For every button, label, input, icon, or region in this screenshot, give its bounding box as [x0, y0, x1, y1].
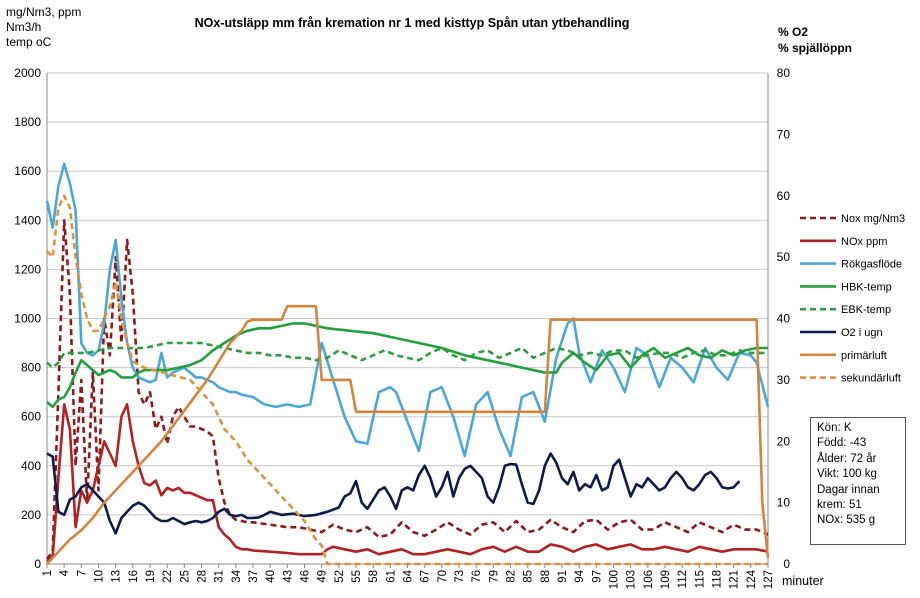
- y-left-title: temp oC: [6, 35, 52, 49]
- series-line: [45, 219, 769, 560]
- legend-entry: Rökgasflöde: [841, 259, 902, 271]
- x-tick-label: 64: [403, 569, 415, 582]
- x-tick-label: 61: [385, 570, 397, 583]
- x-tick-label: 1: [42, 570, 54, 576]
- x-tick-label: 7: [76, 570, 88, 576]
- y-left-title: mg/Nm3, ppm: [6, 5, 81, 19]
- x-tick-label: 85: [523, 570, 535, 583]
- y-right-tick-label: 50: [777, 250, 791, 264]
- y-right-tick-label: 10: [777, 496, 791, 510]
- y-left-tick-label: 1600: [14, 164, 41, 178]
- x-tick-label: 97: [591, 570, 603, 583]
- legend-entry: HBK-temp: [841, 281, 892, 293]
- legend-entry: sekundärluft: [841, 373, 901, 385]
- info-box-line: NOx: 535 g: [817, 514, 876, 527]
- info-box-line: krem: 51: [817, 499, 862, 512]
- info-box-line: Född: -43: [817, 437, 867, 450]
- x-tick-label: 79: [488, 570, 500, 583]
- y-left-tick-label: 1400: [14, 213, 41, 227]
- x-tick-label: 94: [574, 569, 586, 582]
- x-tick-label: 34: [231, 569, 243, 582]
- legend-entry: NOx ppm: [841, 236, 887, 248]
- series-line: [46, 194, 768, 566]
- series-line: [45, 162, 770, 458]
- y-left-tick-label: 200: [21, 508, 41, 522]
- y-right-tick-label: 60: [777, 189, 791, 203]
- y-right-tick-label: 70: [777, 127, 791, 141]
- series-line: [46, 322, 768, 409]
- x-tick-label: 28: [197, 570, 209, 583]
- x-tick-label: 46: [300, 570, 312, 583]
- y-left-tick-label: 1200: [14, 262, 41, 276]
- x-tick-label: 88: [540, 570, 552, 583]
- chart-title: NOx-utsläpp mm från kremation nr 1 med k…: [195, 16, 630, 30]
- series-line: [46, 304, 770, 565]
- x-tick-label: 76: [471, 570, 483, 583]
- x-tick-label: 106: [643, 570, 655, 589]
- series-line: [46, 452, 741, 535]
- x-tick-label: 118: [712, 570, 724, 588]
- x-tick-label: 37: [248, 570, 260, 583]
- x-tick-label: 58: [368, 570, 380, 583]
- y-left-tick-label: 2000: [14, 66, 41, 80]
- x-tick-label: 82: [506, 570, 518, 583]
- x-tick-label: 16: [128, 570, 140, 583]
- info-box-line: Dagar innan: [817, 483, 880, 496]
- y-left-tick-label: 400: [21, 459, 41, 473]
- y-left-title: Nm3/h: [6, 20, 41, 34]
- legend-entry: Nox mg/Nm3: [841, 213, 905, 225]
- y-left-tick-label: 0: [34, 557, 41, 571]
- y-right-tick-label: 40: [777, 312, 791, 326]
- x-tick-label: 52: [334, 570, 346, 583]
- x-tick-label: 70: [437, 570, 449, 583]
- x-tick-label: 49: [317, 570, 329, 583]
- x-tick-label: 91: [557, 570, 569, 583]
- x-tick-label: 22: [162, 570, 174, 583]
- x-tick-label: 103: [626, 570, 638, 589]
- x-tick-label: 13: [111, 570, 123, 583]
- x-tick-label: 73: [454, 570, 466, 583]
- x-axis-title: minuter: [782, 574, 824, 588]
- x-tick-label: 124: [746, 569, 758, 589]
- x-tick-label: 121: [729, 570, 741, 589]
- x-tick-label: 25: [179, 570, 191, 583]
- series-line: [46, 341, 768, 369]
- x-tick-label: 19: [145, 570, 157, 583]
- y-left-tick-label: 800: [21, 361, 41, 375]
- legend-entry: O2 i ugn: [841, 327, 883, 339]
- x-tick-label: 100: [609, 570, 621, 589]
- x-tick-label: 67: [420, 570, 432, 583]
- legend-entry: primärluft: [841, 350, 887, 362]
- y-right-tick-label: 30: [777, 373, 791, 387]
- x-tick-label: 10: [94, 570, 106, 583]
- x-tick-label: 112: [677, 570, 689, 588]
- info-box-line: Vikt: 100 kg: [817, 468, 877, 481]
- y-left-tick-label: 1000: [14, 312, 41, 326]
- x-tick-label: 55: [351, 570, 363, 583]
- y-right-title: % O2: [778, 25, 808, 39]
- x-tick-label: 115: [694, 570, 706, 588]
- x-tick-label: 43: [282, 570, 294, 583]
- y-right-tick-label: 0: [783, 557, 790, 571]
- y-left-tick-label: 1800: [14, 115, 41, 129]
- info-box-line: Kön: K: [817, 422, 852, 434]
- legend-entry: EBK-temp: [841, 304, 891, 316]
- x-tick-label: 31: [214, 570, 226, 583]
- x-tick-label: 109: [660, 570, 672, 589]
- info-box-line: Ålder: 72 år: [817, 452, 877, 465]
- x-tick-label: 4: [59, 569, 71, 576]
- y-left-tick-label: 600: [21, 410, 41, 424]
- info-box: Kön: K Född: -43 Ålder: 72 år Vikt: 100 kg D…: [810, 417, 906, 545]
- y-right-tick-label: 20: [777, 434, 791, 448]
- series-line: [46, 403, 769, 563]
- y-right-tick-label: 80: [777, 66, 791, 80]
- x-tick-label: 40: [265, 570, 277, 583]
- x-tick-label: 127: [763, 570, 775, 589]
- y-right-title: % spjällöppn: [778, 41, 852, 55]
